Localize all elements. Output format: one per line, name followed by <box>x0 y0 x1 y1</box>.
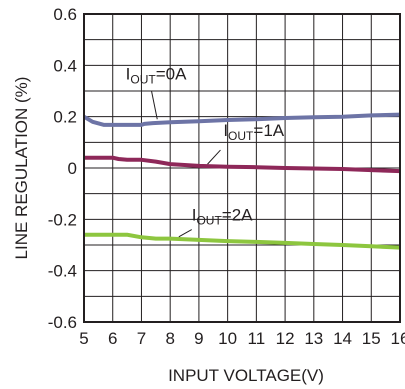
x-tick-label: 15 <box>362 329 381 348</box>
x-tick-label: 11 <box>248 329 266 348</box>
x-tick-label: 8 <box>165 329 174 348</box>
series-label-2: IOUT=1A <box>223 121 284 143</box>
series-label-3: IOUT=2A <box>192 206 253 228</box>
y-tick-label: 0.6 <box>53 5 77 24</box>
series-label-leader-2 <box>207 149 221 165</box>
x-tick-label: 13 <box>304 329 323 348</box>
x-tick-label: 6 <box>108 329 117 348</box>
x-tick-label: 14 <box>333 329 352 348</box>
series-label-leader-1 <box>151 90 158 120</box>
series-labels: IOUT=0A IOUT=1A IOUT=2A <box>126 64 285 238</box>
y-tick-label: 0.2 <box>53 108 77 127</box>
y-tick-labels: -0.6 -0.4 -0.2 0 0.2 0.4 0.6 <box>48 5 77 332</box>
x-tick-label: 5 <box>79 329 88 348</box>
y-tick-label: -0.4 <box>48 262 77 281</box>
plot-frame <box>83 13 401 323</box>
x-tick-label: 7 <box>137 329 146 348</box>
x-tick-label: 12 <box>276 329 295 348</box>
x-tick-label: 9 <box>194 329 203 348</box>
y-tick-label: -0.2 <box>48 210 77 229</box>
series-lines <box>82 112 401 250</box>
x-tick-label: 16 <box>391 329 405 348</box>
y-axis-label: LINE REGULATION (%) <box>12 77 31 260</box>
x-axis-label: INPUT VOLTAGE(V) <box>168 366 324 385</box>
y-tick-label: -0.6 <box>48 313 77 332</box>
series-label-leader-3 <box>178 229 192 238</box>
y-tick-label: 0 <box>68 159 77 178</box>
x-tick-label: 10 <box>218 329 237 348</box>
series-line-2 <box>84 155 401 174</box>
series-label-1: IOUT=0A <box>126 64 187 86</box>
x-tick-labels: 5 6 7 8 9 10 11 12 13 14 15 16 <box>79 329 405 348</box>
series-line-3 <box>84 232 401 250</box>
y-tick-label: 0.4 <box>53 56 77 75</box>
series-line-1 <box>82 112 401 127</box>
